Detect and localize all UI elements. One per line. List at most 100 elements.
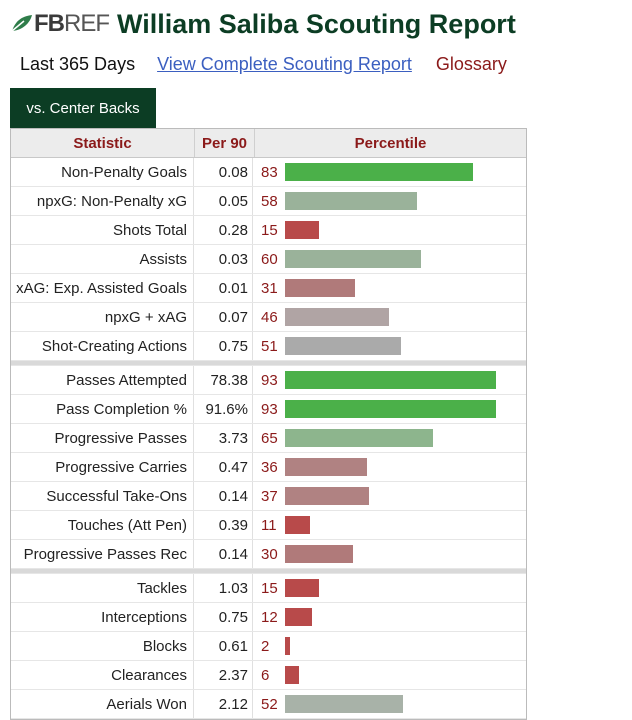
table-row: Pass Completion % 91.6% 93 (11, 395, 526, 424)
table-row: Shot-Creating Actions 0.75 51 (11, 332, 526, 361)
percentile-cell: 83 (253, 158, 526, 186)
percentile-bar-track (285, 545, 526, 563)
period-label: Last 365 Days (20, 53, 136, 74)
percentile-value: 36 (261, 458, 278, 476)
stat-name: Assists (11, 245, 194, 273)
report-subnav: Last 365 Days View Complete Scouting Rep… (20, 52, 507, 76)
percentile-value: 93 (261, 371, 278, 389)
percentile-cell: 36 (253, 453, 526, 481)
header-percentile[interactable]: Percentile (354, 134, 427, 152)
stat-name: xAG: Exp. Assisted Goals (11, 274, 194, 302)
percentile-bar-track (285, 337, 526, 355)
per90-value: 78.38 (194, 366, 253, 394)
percentile-bar-track (285, 279, 526, 297)
fbref-logo[interactable]: FBREF (10, 10, 110, 38)
percentile-bar (285, 221, 320, 239)
percentile-bar-track (285, 221, 526, 239)
percentile-value: 30 (261, 545, 278, 563)
percentile-cell: 58 (253, 187, 526, 215)
stat-name: Blocks (11, 632, 194, 660)
percentile-bar-track (285, 695, 526, 713)
percentile-bar (285, 608, 313, 626)
percentile-bar (285, 308, 390, 326)
per90-value: 0.07 (194, 303, 253, 331)
percentile-bar-track (285, 308, 526, 326)
percentile-bar-track (285, 192, 526, 210)
table-row: npxG + xAG 0.07 46 (11, 303, 526, 332)
per90-value: 0.75 (194, 603, 253, 631)
per90-value: 0.08 (194, 158, 253, 186)
tab-vs-center-backs[interactable]: vs. Center Backs (10, 88, 156, 128)
percentile-value: 51 (261, 337, 278, 355)
per90-value: 91.6% (194, 395, 253, 423)
table-row: xAG: Exp. Assisted Goals 0.01 31 (11, 274, 526, 303)
stat-name: Shot-Creating Actions (11, 332, 194, 360)
percentile-cell: 46 (253, 303, 526, 331)
percentile-value: 60 (261, 250, 278, 268)
percentile-value: 93 (261, 400, 278, 418)
stat-name: Passes Attempted (11, 366, 194, 394)
percentile-value: 11 (261, 516, 277, 534)
header-per90[interactable]: Per 90 (195, 129, 255, 157)
percentile-bar-track (285, 666, 526, 684)
per90-value: 0.14 (194, 540, 253, 568)
stat-name: Interceptions (11, 603, 194, 631)
table-row: Progressive Carries 0.47 36 (11, 453, 526, 482)
full-report-link[interactable]: View Complete Scouting Report (157, 53, 412, 74)
header-statistic[interactable]: Statistic (11, 129, 195, 157)
percentile-value: 15 (261, 579, 278, 597)
table-header: Statistic Per 90 Percentile (11, 129, 526, 158)
percentile-bar-track (285, 458, 526, 476)
stat-name: Shots Total (11, 216, 194, 244)
group-separator (11, 361, 526, 366)
percentile-value: 65 (261, 429, 278, 447)
stat-name: Aerials Won (11, 690, 194, 718)
percentile-bar (285, 458, 367, 476)
fbref-logo-text: FBREF (34, 10, 110, 37)
percentile-cell: 2 (253, 632, 526, 660)
percentile-cell: 65 (253, 424, 526, 452)
percentile-cell: 31 (253, 274, 526, 302)
table-row: Tackles 1.03 15 (11, 574, 526, 603)
table-row: Successful Take-Ons 0.14 37 (11, 482, 526, 511)
percentile-bar (285, 337, 401, 355)
percentile-bar-track (285, 608, 526, 626)
per90-value: 0.61 (194, 632, 253, 660)
per90-value: 2.12 (194, 690, 253, 718)
stat-name: Tackles (11, 574, 194, 602)
percentile-value: 83 (261, 163, 278, 181)
group-separator (11, 569, 526, 574)
percentile-bar (285, 487, 369, 505)
table-row: Shots Total 0.28 15 (11, 216, 526, 245)
percentile-bar (285, 279, 356, 297)
stat-name: Clearances (11, 661, 194, 689)
percentile-bar-track (285, 163, 526, 181)
percentile-bar-track (285, 250, 526, 268)
percentile-bar-track (285, 371, 526, 389)
percentile-bar-track (285, 487, 526, 505)
page-header: FBREF William Saliba Scouting Report (10, 6, 516, 42)
percentile-value: 52 (261, 695, 278, 713)
percentile-value: 58 (261, 192, 278, 210)
table-row: Assists 0.03 60 (11, 245, 526, 274)
table-row: Touches (Att Pen) 0.39 11 (11, 511, 526, 540)
percentile-cell: 37 (253, 482, 526, 510)
table-row: Non-Penalty Goals 0.08 83 (11, 158, 526, 187)
table-row: Progressive Passes Rec 0.14 30 (11, 540, 526, 569)
per90-value: 0.47 (194, 453, 253, 481)
percentile-bar (285, 579, 320, 597)
percentile-bar-track (285, 400, 526, 418)
per90-value: 2.37 (194, 661, 253, 689)
fbref-leaf-icon (11, 15, 32, 32)
percentile-bar (285, 666, 299, 684)
percentile-cell: 51 (253, 332, 526, 360)
percentile-cell: 6 (253, 661, 526, 689)
glossary-link[interactable]: Glossary (435, 53, 507, 74)
percentile-bar-track (285, 579, 526, 597)
stat-name: npxG: Non-Penalty xG (11, 187, 194, 215)
per90-value: 0.05 (194, 187, 253, 215)
percentile-bar-track (285, 429, 526, 447)
percentile-cell: 93 (253, 395, 526, 423)
percentile-bar-track (285, 637, 526, 655)
page-title: William Saliba Scouting Report (117, 8, 516, 39)
